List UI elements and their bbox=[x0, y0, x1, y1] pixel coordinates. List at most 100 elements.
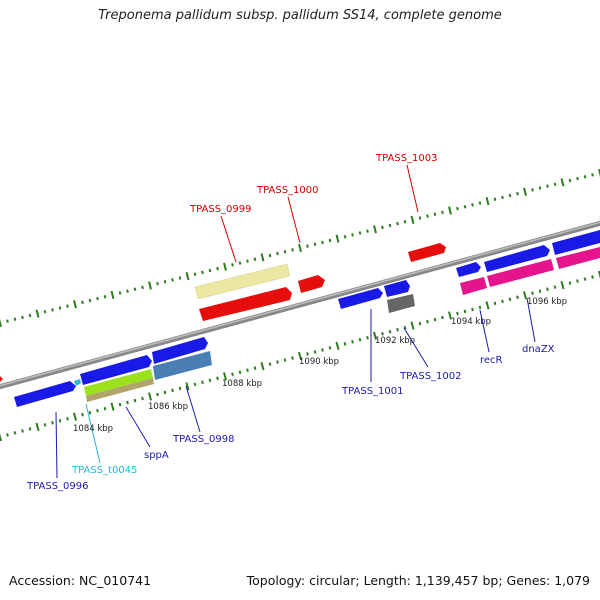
scale-label-1094: 1094 kbp bbox=[451, 317, 491, 327]
outer-tick bbox=[51, 308, 54, 312]
gene-blue-t0045[interactable] bbox=[74, 379, 81, 386]
outer-tick bbox=[321, 240, 324, 245]
inner-tick bbox=[28, 427, 32, 431]
gene-tan-sppA[interactable] bbox=[86, 378, 154, 402]
outer-tick bbox=[126, 289, 129, 293]
inner-tick bbox=[485, 301, 490, 310]
inner-tick bbox=[43, 423, 47, 427]
inner-tick bbox=[351, 340, 354, 344]
outer-tick bbox=[591, 173, 594, 177]
gene-label-tpass-1003[interactable]: TPASS_1003 bbox=[375, 153, 437, 164]
inner-tick bbox=[21, 429, 24, 433]
gene-label-tpass-1000[interactable]: TPASS_1000 bbox=[256, 185, 318, 196]
genome-backbone bbox=[0, 220, 600, 390]
outer-tick bbox=[223, 262, 227, 271]
inner-tick bbox=[553, 285, 557, 289]
gene-red-1000[interactable] bbox=[298, 275, 325, 293]
inner-tick bbox=[193, 382, 197, 387]
gene-label-tpass-1001[interactable]: TPASS_1001 bbox=[341, 386, 403, 397]
gene-label-tpass-0996[interactable]: TPASS_0996 bbox=[26, 481, 88, 492]
gene-red-1003[interactable] bbox=[408, 243, 446, 262]
gene-blue-dnaZX-b[interactable] bbox=[552, 230, 600, 255]
inner-tick bbox=[306, 352, 309, 356]
gene-label-recr[interactable]: recR bbox=[480, 355, 503, 366]
outer-tick bbox=[381, 225, 384, 230]
outer-tick bbox=[21, 315, 24, 320]
inner-tick bbox=[508, 297, 512, 302]
gene-gray-1002[interactable] bbox=[387, 294, 415, 313]
outer-tick bbox=[410, 215, 415, 224]
outer-tick bbox=[485, 197, 490, 206]
outer-tick bbox=[133, 287, 137, 292]
outer-tick bbox=[28, 313, 32, 318]
gene-green-sppA[interactable] bbox=[84, 369, 153, 396]
inner-tick bbox=[568, 281, 572, 285]
outer-tick bbox=[441, 210, 444, 215]
inner-tick bbox=[88, 410, 92, 415]
outer-tick bbox=[231, 263, 234, 267]
inner-tick bbox=[516, 295, 519, 300]
gene-features bbox=[14, 230, 600, 407]
outer-tick bbox=[546, 184, 549, 188]
inner-tick bbox=[328, 346, 332, 350]
inner-tick bbox=[51, 421, 54, 425]
outer-tick bbox=[13, 317, 17, 322]
outer-tick bbox=[501, 195, 504, 200]
outer-tick bbox=[253, 257, 257, 262]
outer-tick bbox=[193, 272, 197, 277]
gene-blue-recR[interactable] bbox=[456, 262, 481, 277]
inner-tick bbox=[163, 390, 167, 395]
outer-tick bbox=[208, 268, 212, 273]
gene-blue-0998-outer[interactable] bbox=[152, 337, 208, 364]
gene-pink-b[interactable] bbox=[487, 259, 554, 287]
gene-blue-sppA[interactable] bbox=[80, 355, 152, 385]
gene-blue-0996[interactable] bbox=[14, 381, 76, 407]
inner-tick bbox=[456, 311, 459, 316]
outer-tick bbox=[66, 304, 69, 308]
outer-tick bbox=[508, 193, 512, 198]
gene-label-tpass-0998[interactable]: TPASS_0998 bbox=[172, 434, 234, 445]
inner-tick bbox=[66, 416, 69, 421]
gene-label-dnazx[interactable]: dnaZX bbox=[522, 344, 555, 355]
gene-cream-0999[interactable] bbox=[194, 263, 291, 300]
leader-0998 bbox=[185, 385, 201, 433]
gene-label-tpass-t0045[interactable]: TPASS_t0045 bbox=[71, 465, 137, 476]
inner-tick bbox=[13, 431, 17, 435]
inner-tick-ring bbox=[0, 270, 600, 442]
inner-tick bbox=[576, 279, 579, 283]
outer-tick bbox=[276, 251, 279, 256]
outer-tick bbox=[81, 300, 84, 305]
inner-tick bbox=[35, 422, 40, 431]
gene-pink-c[interactable] bbox=[556, 247, 600, 269]
outer-tick bbox=[6, 319, 9, 323]
gene-blue-1001[interactable] bbox=[338, 288, 383, 309]
inner-tick bbox=[208, 378, 212, 383]
inner-tick bbox=[381, 331, 384, 336]
inner-tick bbox=[147, 392, 153, 401]
outer-tick bbox=[493, 197, 497, 202]
gene-label-sppa[interactable]: sppA bbox=[144, 450, 169, 461]
gene-red-0999[interactable] bbox=[199, 287, 292, 321]
inner-tick bbox=[268, 362, 272, 366]
inner-tick bbox=[388, 329, 392, 334]
gene-label-tpass-1002[interactable]: TPASS_1002 bbox=[399, 371, 461, 382]
gene-label-tpass-0999[interactable]: TPASS_0999 bbox=[189, 204, 251, 215]
inner-tick bbox=[126, 400, 129, 405]
gene-pink-a[interactable] bbox=[460, 277, 487, 295]
gene-blue-1002[interactable] bbox=[384, 280, 410, 297]
inner-tick bbox=[313, 350, 317, 354]
inner-tick bbox=[133, 398, 137, 403]
outer-tick bbox=[96, 296, 99, 301]
gene-blue-dnaZX-a[interactable] bbox=[484, 245, 550, 272]
outer-tick bbox=[343, 234, 347, 239]
outer-tick bbox=[396, 221, 399, 226]
outer-tick bbox=[216, 266, 219, 271]
outer-tick bbox=[103, 294, 107, 299]
gene-steel-0998[interactable] bbox=[153, 351, 212, 380]
inner-tick bbox=[58, 418, 62, 423]
inner-tick bbox=[0, 433, 3, 442]
outer-tick bbox=[523, 187, 527, 196]
inner-tick bbox=[178, 386, 182, 391]
outer-tick bbox=[246, 259, 249, 263]
